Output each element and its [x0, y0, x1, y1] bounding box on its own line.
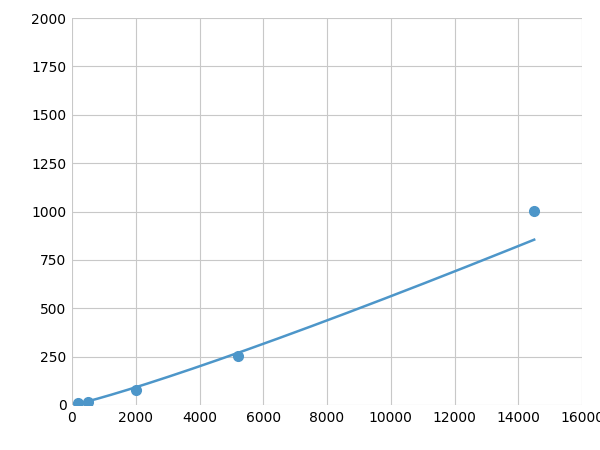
- Point: [74, 400, 83, 407]
- Point: [83, 398, 93, 405]
- Point: [233, 352, 242, 359]
- Point: [529, 207, 539, 214]
- Point: [131, 387, 140, 394]
